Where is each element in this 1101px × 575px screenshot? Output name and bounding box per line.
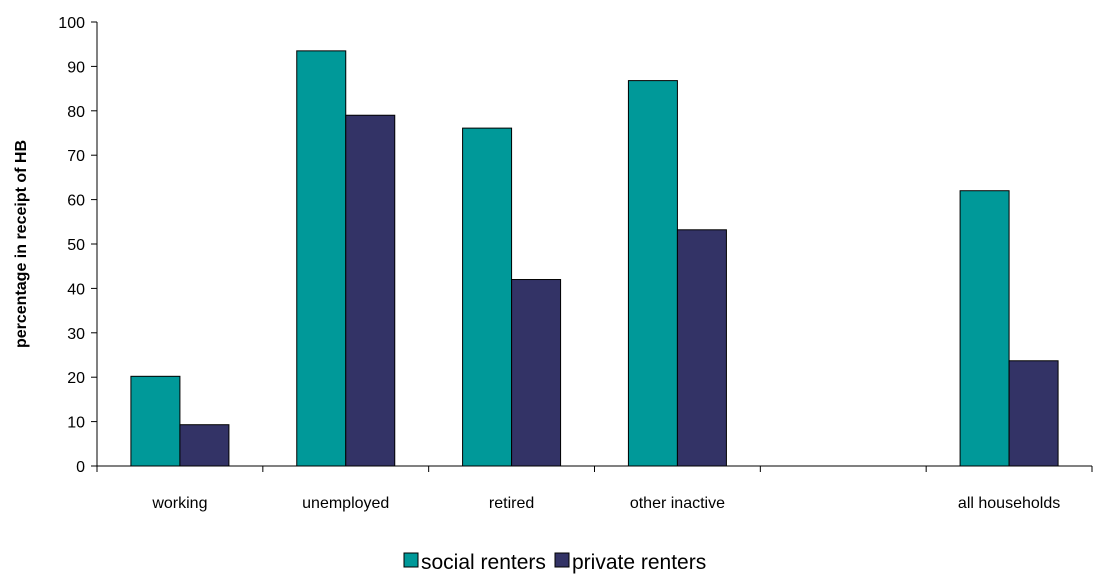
y-tick-label: 50 — [67, 237, 85, 254]
y-axis: 0 10 20 30 40 50 60 70 80 90 100 — [58, 15, 98, 476]
x-axis: working unemployed retired other inactive al… — [96, 465, 1093, 512]
y-tick-label: 90 — [67, 59, 85, 76]
y-tick-label: 100 — [58, 15, 85, 32]
y-axis-title: percentage in receipt of HB — [13, 140, 30, 348]
x-category-label: working — [151, 495, 207, 512]
y-axis-title-group: percentage in receipt of HB — [13, 140, 30, 348]
x-category-label: all households — [958, 495, 1060, 512]
bar-private-renters — [1008, 360, 1059, 467]
bar-private-renters — [345, 114, 396, 467]
y-tick-label: 80 — [67, 104, 85, 121]
bar-social-renters — [462, 127, 513, 467]
bar-social-renters — [627, 80, 678, 467]
legend: social renters private renters — [403, 551, 706, 574]
legend-label: private renters — [572, 551, 706, 574]
bar-private-renters — [511, 279, 562, 467]
bar-private-renters — [179, 424, 230, 467]
y-tick-label: 70 — [67, 148, 85, 165]
y-tick-label: 10 — [67, 415, 85, 432]
bar-social-renters — [959, 190, 1010, 467]
y-tick-label: 0 — [76, 459, 85, 476]
x-category-label: other inactive — [630, 495, 725, 512]
y-tick-label: 40 — [67, 281, 85, 298]
x-category-label: unemployed — [302, 495, 389, 512]
bar-social-renters — [296, 50, 347, 467]
y-tick-label: 60 — [67, 193, 85, 210]
bar-social-renters — [130, 375, 181, 467]
legend-label: social renters — [421, 551, 546, 574]
legend-swatch — [554, 552, 570, 568]
y-tick-label: 20 — [67, 370, 85, 387]
legend-swatch — [403, 552, 419, 568]
x-category-label: retired — [489, 495, 534, 512]
bar-private-renters — [676, 229, 727, 467]
bars — [130, 50, 1059, 467]
y-tick-label: 30 — [67, 326, 85, 343]
